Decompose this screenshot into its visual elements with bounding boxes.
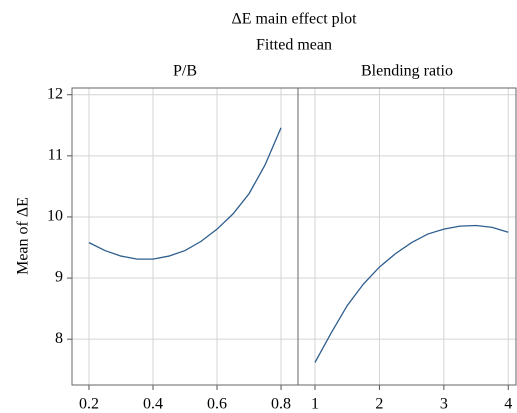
x-tick-label: 0.6 <box>207 396 227 413</box>
x-tick-label: 0.4 <box>143 396 163 413</box>
x-tick-label: 4 <box>504 396 512 413</box>
chart-title: ΔE main effect plot <box>231 11 357 28</box>
y-tick-label: 8 <box>55 330 63 347</box>
panel-title: Blending ratio <box>361 63 453 80</box>
y-tick-label: 12 <box>47 85 63 102</box>
panel-frame <box>71 87 299 386</box>
y-tick-label: 11 <box>48 147 63 164</box>
x-tick-label: 3 <box>440 396 448 413</box>
data-line <box>88 127 282 260</box>
x-tick-label: 1 <box>311 396 319 413</box>
x-tick-label: 2 <box>375 396 383 413</box>
x-tick-label: 0.8 <box>271 396 291 413</box>
y-tick-label: 9 <box>55 269 63 286</box>
y-tick-label: 10 <box>47 208 63 225</box>
panel-frame <box>297 87 517 386</box>
chart-subtitle: Fitted mean <box>256 37 332 54</box>
panel-title: P/B <box>173 63 197 80</box>
y-axis-label: Mean of ΔE <box>15 197 32 275</box>
data-line <box>314 224 509 363</box>
x-tick-label: 0.2 <box>79 396 99 413</box>
